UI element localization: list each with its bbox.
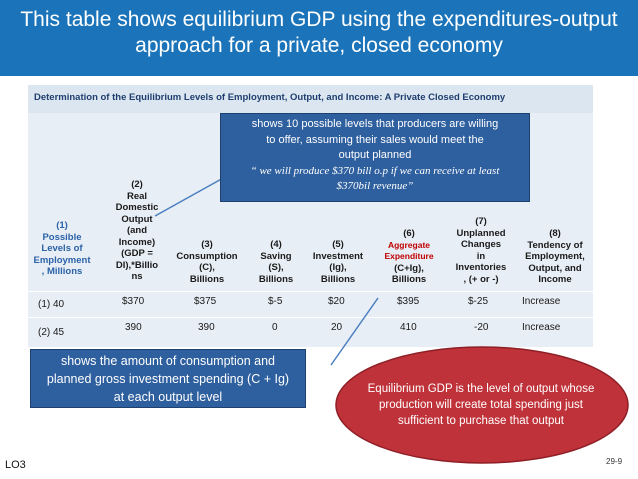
col-header-8-line: (8) [549,228,561,239]
col-header-4-line: Billions [258,273,294,285]
table-cell: Increase [522,296,561,307]
table-cell: $375 [194,296,217,307]
col-header-2-line: Output [121,213,153,225]
col-header-3: (3) Consumption (C), Billions [170,239,244,285]
slide-title: This table shows equilibrium GDP using t… [0,7,638,59]
col-header-4-line: (4) [270,239,282,250]
col-header-5: (5) Investment (Ig), Billions [306,239,370,285]
col-header-7-line: Unplanned [456,227,506,239]
col-header-2-line: Domestic [115,202,159,213]
col-header-3-line: Consumption [176,250,238,262]
col-header-1-line: Levels of [41,243,83,254]
table-cell: $395 [397,296,420,307]
table-cell: (2) 45 [38,327,65,338]
col-header-3-line: Billions [189,273,225,285]
bottom-callout-connector [330,297,379,366]
col-header-6-line: (C+Ig), [394,262,424,274]
col-header-4-line: Saving [260,250,292,262]
table-cell: -20 [474,322,489,333]
table-cell: 20 [331,322,343,333]
col-header-2-line: (GDP = [121,248,153,259]
col-header-2-line: (2) [131,179,143,190]
col-header-6-line: Billions [391,274,427,285]
col-header-4-line: (S), [268,262,284,273]
col-header-8-line: Income [538,274,572,285]
col-header-2: (2) Real Domestic Output (and Income) (G… [106,179,168,283]
table-cell: $370 [122,296,145,307]
col-header-5-line: Billions [320,273,356,285]
col-header-1: (1) Possible Levels of Employment , Mill… [30,220,94,278]
bottom-callout-line-1: shows the amount of consumption and [60,354,276,368]
col-header-3-line: (3) [201,239,213,250]
ellipse-shape [335,346,629,464]
col-header-3-line: (C), [199,262,215,273]
learning-objective-label: LO3 [5,459,26,471]
col-header-6-line: Aggregate [387,239,431,250]
table-cell: 0 [272,322,278,333]
ellipse-line-1: Equilibrium GDP is the level of output w… [367,383,595,395]
col-header-8: (8) Tendency of Employment, Output, and … [518,228,592,286]
equilibrium-ellipse [335,346,629,464]
top-callout-line-1: shows 10 possible levels that producers … [251,118,499,130]
slide-title-line-1: This table shows equilibrium GDP using t… [20,8,618,31]
slide-title-line-2: approach for a private, closed economy [135,34,503,57]
col-header-5-line: (5) [332,239,344,250]
table-row: (1) 40 $370 $375 $-5 $20 $395 $-25 Incre… [28,291,593,318]
top-callout: shows 10 possible levels that producers … [220,113,530,202]
top-callout-quote-1: “ we will produce $370 bill o.p if we ca… [250,164,500,177]
col-header-7-line: , (+ or -) [463,273,499,285]
col-header-2-line: Income) [118,236,156,248]
table-cell: $-5 [268,296,283,307]
table-cell: 410 [400,322,417,333]
col-header-6-line: Expenditure [384,251,434,261]
table-cell: (1) 40 [38,299,65,310]
col-header-7-line: Inventories [455,262,507,273]
col-header-4: (4) Saving (S), Billions [250,239,302,285]
bottom-callout: shows the amount of consumption and plan… [30,349,306,408]
top-callout-line-3: output planned [338,149,412,161]
col-header-5-line: Investment [312,250,364,262]
col-header-1-line: Possible [42,231,82,243]
col-header-2-line: Real [126,190,148,202]
bottom-callout-line-2: planned gross investment spending (C + I… [46,372,290,386]
col-header-6: (6) Aggregate Expenditure (C+Ig), Billio… [374,228,444,286]
top-callout-quote-2: $370bil revenue” [336,180,414,192]
page-number: 29-9 [606,457,623,466]
col-header-8-line: Output, and [528,262,582,274]
col-header-2-line: ns [131,271,143,282]
table-caption: Determination of the Equilibrium Levels … [34,92,506,103]
table-row: (2) 45 390 390 0 20 410 -20 Increase [28,317,593,346]
col-header-1-line: , Millions [41,266,83,277]
col-header-5-line: (Ig), [329,262,347,273]
top-callout-line-2: to offer, assuming their sales would mee… [266,133,484,146]
title-bar [0,0,638,76]
col-header-7-line: in [476,250,486,262]
col-header-2-line: DI),*Billio [115,259,159,271]
table-cell: 390 [125,322,142,333]
col-header-1-line: (1) [56,220,68,231]
col-header-7: (7) Unplanned Changes in Inventories , (… [446,216,516,285]
table-cell: 390 [198,322,215,333]
col-header-7-line: Changes [460,239,502,250]
col-header-7-line: (7) [475,216,487,227]
table-cell: Increase [522,322,561,333]
bottom-callout-line-3: at each output level [113,390,223,404]
ellipse-line-3: sufficient to purchase that output [397,415,564,427]
col-header-8-line: Employment, [525,251,585,262]
col-header-6-line: (6) [403,228,415,239]
ellipse-line-2: production will create total spending ju… [379,399,583,411]
col-header-1-line: Employment [33,254,91,266]
ellipse-text: Equilibrium GDP is the level of output w… [343,381,619,429]
table-cell: $20 [328,296,345,307]
col-header-8-line: Tendency of [527,239,583,251]
col-header-2-line: (and [126,225,148,236]
table-cell: $-25 [468,296,489,307]
table-caption-bar: Determination of the Equilibrium Levels … [28,85,593,113]
